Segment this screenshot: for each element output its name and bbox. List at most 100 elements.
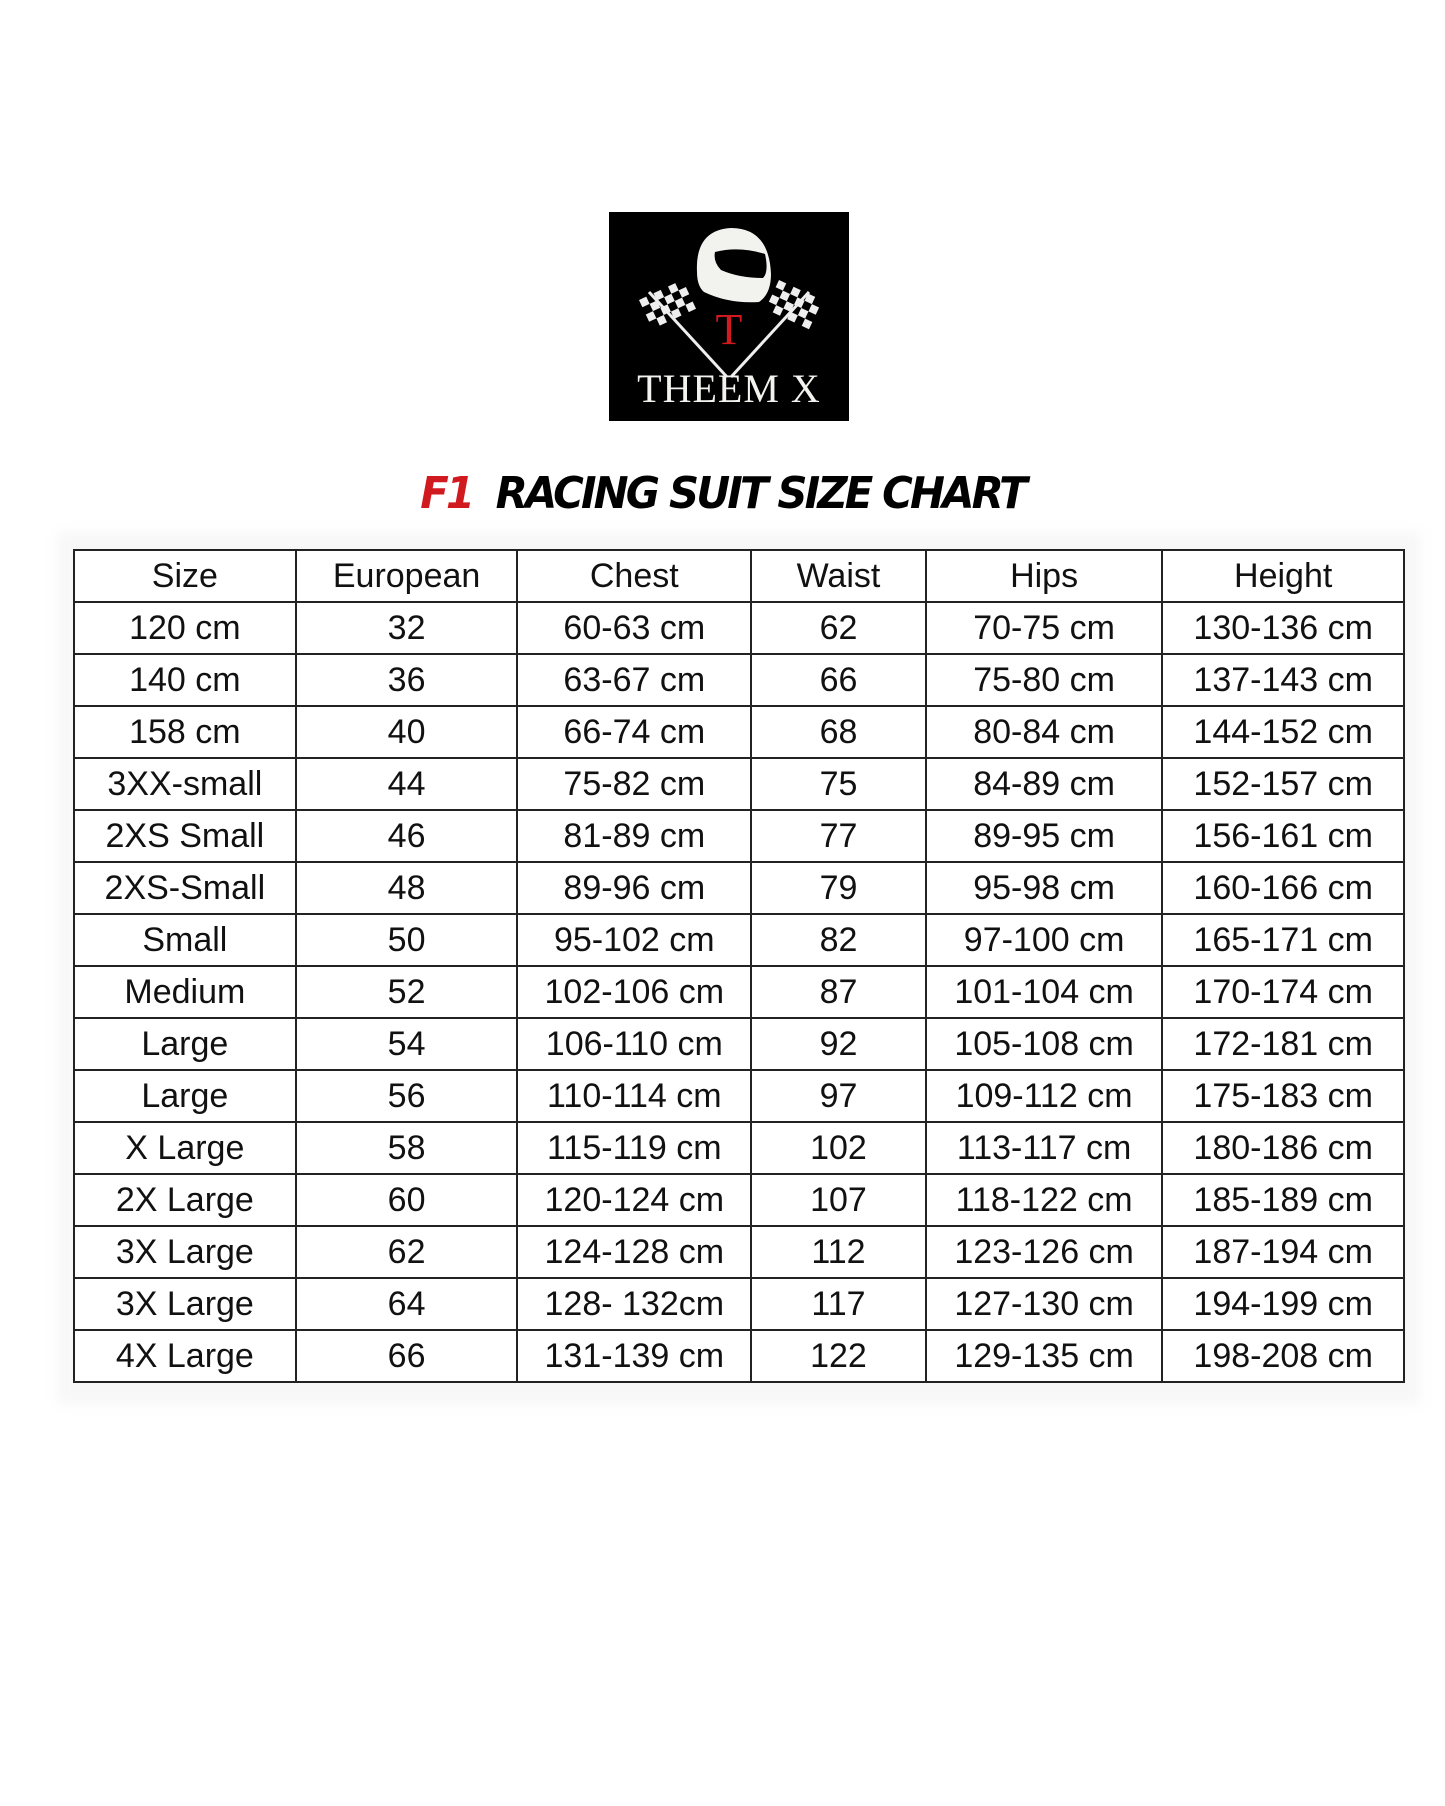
- table-cell: 52: [294, 965, 519, 1019]
- table-cell: 158 cm: [73, 705, 297, 759]
- table-cell: 80-84 cm: [924, 705, 1164, 759]
- table-cell: 46: [294, 809, 519, 863]
- table-cell: 3XX-small: [73, 757, 297, 811]
- table-cell: 185-189 cm: [1161, 1173, 1405, 1227]
- table-cell: 97-100 cm: [924, 913, 1164, 967]
- table-cell: 63-67 cm: [516, 653, 753, 707]
- logo-brand-text: THEEM X: [637, 366, 821, 411]
- table-cell: 152-157 cm: [1161, 757, 1405, 811]
- column-header: Chest: [516, 549, 753, 603]
- table-cell: 50: [294, 913, 519, 967]
- table-cell: Large: [73, 1017, 297, 1071]
- table-cell: 112: [750, 1225, 927, 1279]
- table-cell: 131-139 cm: [516, 1329, 753, 1383]
- table-cell: 198-208 cm: [1161, 1329, 1405, 1383]
- page-title: F1 RACING SUIT SIZE CHART: [36, 468, 1409, 519]
- table-row: Medium 52 102-106 cm 87 101-104 cm 170-174 cm: [73, 965, 1405, 1019]
- table-cell: 110-114 cm: [516, 1069, 753, 1123]
- table-cell: 56: [294, 1069, 519, 1123]
- table-cell: 172-181 cm: [1161, 1017, 1405, 1071]
- table-cell: 118-122 cm: [924, 1173, 1164, 1227]
- table-row: 2XS-Small 48 89-96 cm 79 95-98 cm 160-166 cm: [73, 861, 1405, 915]
- size-chart-table: Size European Chest Waist Hips Height 120 cm 3…: [73, 549, 1405, 1383]
- table-cell: 4X Large: [73, 1329, 297, 1383]
- svg-text:THEEM X: THEEM X: [637, 366, 821, 411]
- table-cell: 120 cm: [73, 601, 297, 655]
- table-cell: 97: [750, 1069, 927, 1123]
- table-cell: 105-108 cm: [924, 1017, 1164, 1071]
- table-cell: 2X Large: [73, 1173, 297, 1227]
- table-cell: 92: [750, 1017, 927, 1071]
- table-cell: Small: [73, 913, 297, 967]
- table-cell: 75: [750, 757, 927, 811]
- table-row: 3XX-small 44 75-82 cm 75 84-89 cm 152-157 cm: [73, 757, 1405, 811]
- table-row: Large 54 106-110 cm 92 105-108 cm 172-181 cm: [73, 1017, 1405, 1071]
- table-cell: 40: [294, 705, 519, 759]
- table-cell: 124-128 cm: [516, 1225, 753, 1279]
- table-cell: 102-106 cm: [516, 965, 753, 1019]
- helmet-flags-logo-icon: T THEEM X: [637, 228, 821, 411]
- table-cell: 117: [750, 1277, 927, 1331]
- table-cell: 62: [294, 1225, 519, 1279]
- table-cell: 70-75 cm: [924, 601, 1164, 655]
- table-cell: 156-161 cm: [1161, 809, 1405, 863]
- table-cell: 115-119 cm: [516, 1121, 753, 1175]
- table-cell: 123-126 cm: [924, 1225, 1164, 1279]
- table-cell: 48: [294, 861, 519, 915]
- table-row: 120 cm 32 60-63 cm 62 70-75 cm 130-136 cm: [73, 601, 1405, 655]
- table-cell: 175-183 cm: [1161, 1069, 1405, 1123]
- table-cell: 36: [294, 653, 519, 707]
- table-cell: 128- 132cm: [516, 1277, 753, 1331]
- table-cell: 75-80 cm: [924, 653, 1164, 707]
- table-cell: 2XS-Small: [73, 861, 297, 915]
- table-cell: 3X Large: [73, 1277, 297, 1331]
- table-cell: 120-124 cm: [516, 1173, 753, 1227]
- table-cell: 60-63 cm: [516, 601, 753, 655]
- table-cell: 32: [294, 601, 519, 655]
- table-cell: 194-199 cm: [1161, 1277, 1405, 1331]
- table-cell: 79: [750, 861, 927, 915]
- table-row: 4X Large 66 131-139 cm 122 129-135 cm 198-208…: [73, 1329, 1405, 1383]
- table-cell: 113-117 cm: [924, 1121, 1164, 1175]
- table-cell: Large: [73, 1069, 297, 1123]
- table-cell: 58: [294, 1121, 519, 1175]
- table-cell: 60: [294, 1173, 519, 1227]
- table-cell: 66-74 cm: [516, 705, 753, 759]
- table-cell: 64: [294, 1277, 519, 1331]
- table-cell: 144-152 cm: [1161, 705, 1405, 759]
- table-row: 3X Large 64 128- 132cm 117 127-130 cm 194-199…: [73, 1277, 1405, 1331]
- table-cell: 95-102 cm: [516, 913, 753, 967]
- column-header: Height: [1161, 549, 1405, 603]
- table-cell: X Large: [73, 1121, 297, 1175]
- table-cell: 101-104 cm: [924, 965, 1164, 1019]
- table-header-row: Size European Chest Waist Hips Height: [73, 549, 1405, 603]
- column-header: Hips: [924, 549, 1164, 603]
- table-cell: 66: [750, 653, 927, 707]
- table-row: 140 cm 36 63-67 cm 66 75-80 cm 137-143 cm: [73, 653, 1405, 707]
- table-cell: 75-82 cm: [516, 757, 753, 811]
- table-cell: 62: [750, 601, 927, 655]
- logo-initial: T: [716, 305, 743, 354]
- table-cell: 84-89 cm: [924, 757, 1164, 811]
- table-cell: 107: [750, 1173, 927, 1227]
- table-cell: 68: [750, 705, 927, 759]
- table-cell: 180-186 cm: [1161, 1121, 1405, 1175]
- column-header: European: [294, 549, 519, 603]
- column-header: Waist: [750, 549, 927, 603]
- table-row: 3X Large 62 124-128 cm 112 123-126 cm 187-194…: [73, 1225, 1405, 1279]
- table-cell: 87: [750, 965, 927, 1019]
- table-cell: 102: [750, 1121, 927, 1175]
- table-cell: 89-95 cm: [924, 809, 1164, 863]
- table-cell: 127-130 cm: [924, 1277, 1164, 1331]
- table-cell: 95-98 cm: [924, 861, 1164, 915]
- table-cell: 130-136 cm: [1161, 601, 1405, 655]
- table-cell: 170-174 cm: [1161, 965, 1405, 1019]
- table-cell: 165-171 cm: [1161, 913, 1405, 967]
- table-cell: 82: [750, 913, 927, 967]
- table-cell: 122: [750, 1329, 927, 1383]
- table-cell: 137-143 cm: [1161, 653, 1405, 707]
- table-cell: 66: [294, 1329, 519, 1383]
- table-cell: 160-166 cm: [1161, 861, 1405, 915]
- table-row: Large 56 110-114 cm 97 109-112 cm 175-183 cm: [73, 1069, 1405, 1123]
- title-prefix: F1: [420, 468, 475, 519]
